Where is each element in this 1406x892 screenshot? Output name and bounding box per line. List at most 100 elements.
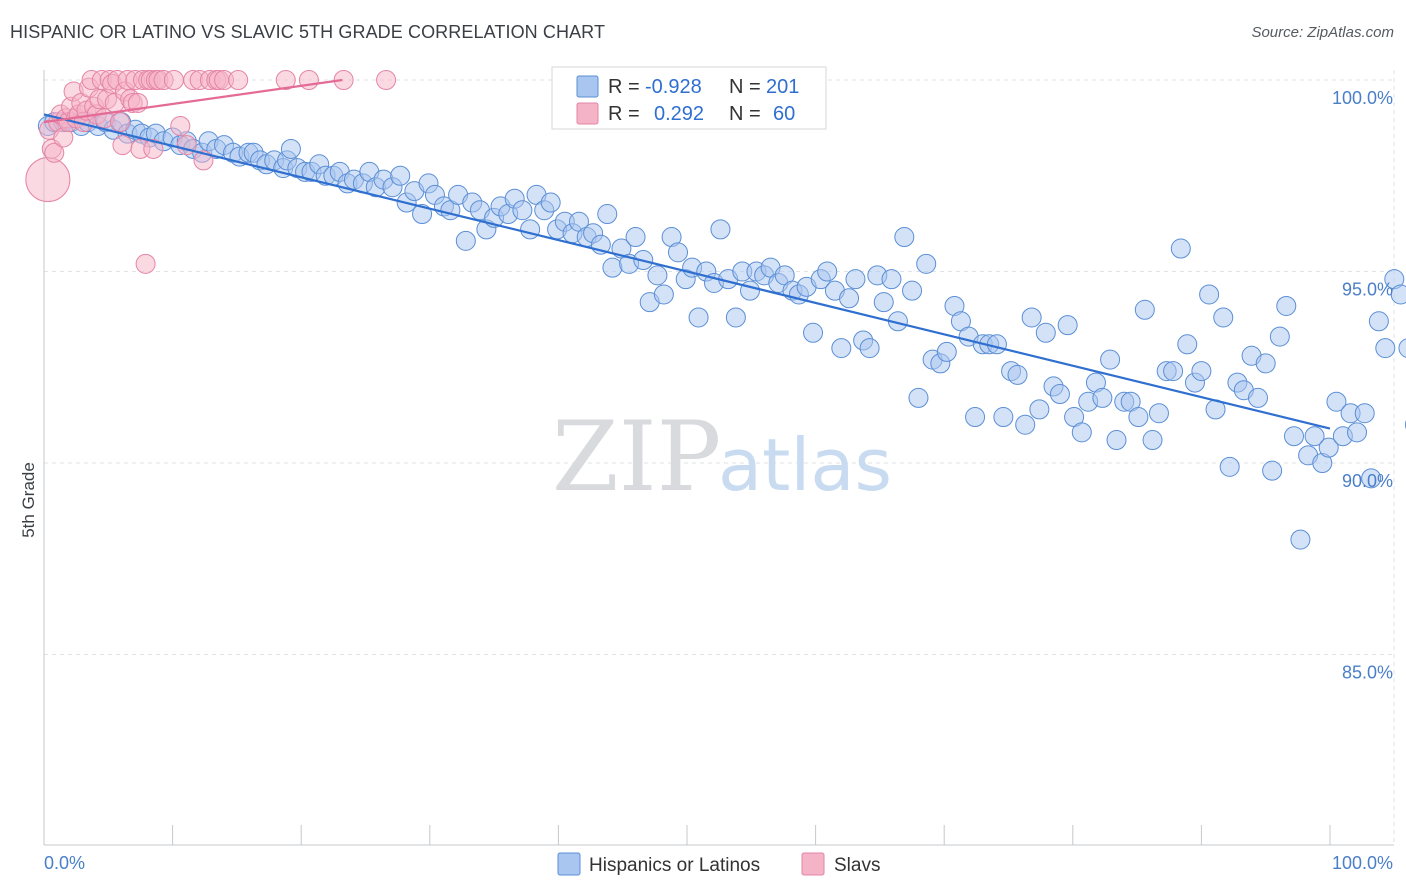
data-point xyxy=(1128,407,1149,428)
data-point xyxy=(740,280,761,301)
data-point xyxy=(1092,387,1113,408)
x-tick-label-0: 0.0% xyxy=(44,853,85,873)
legend-swatch-slavs xyxy=(576,102,599,125)
y-tick-labels: 100.0% 95.0% 90.0% 85.0% xyxy=(1332,88,1393,683)
data-point xyxy=(275,70,296,90)
watermark: ZIP atlas xyxy=(552,401,892,513)
data-point xyxy=(725,307,746,328)
data-point xyxy=(1347,422,1368,443)
data-point xyxy=(902,280,923,301)
data-point xyxy=(1148,403,1169,424)
data-point xyxy=(112,135,133,156)
data-point xyxy=(1318,437,1339,458)
legend-r-value-slavs: 0.292 xyxy=(654,103,704,125)
y-axis-label: 5th Grade xyxy=(19,462,38,538)
data-points xyxy=(25,70,1406,550)
data-point xyxy=(1035,322,1056,343)
data-point xyxy=(597,204,618,225)
data-point xyxy=(135,253,156,274)
series-legend-label-hispanic: Hispanics or Latinos xyxy=(589,855,760,876)
data-point xyxy=(916,253,937,274)
data-point xyxy=(1262,460,1283,481)
data-point xyxy=(280,138,301,159)
data-point xyxy=(936,341,957,362)
series-legend-swatch-slavs xyxy=(801,852,825,876)
data-point xyxy=(1134,299,1155,320)
data-point xyxy=(512,200,533,221)
data-point xyxy=(1100,349,1121,370)
legend-swatch-hispanic xyxy=(576,75,599,98)
data-point xyxy=(1170,238,1191,259)
data-point xyxy=(1219,456,1240,477)
data-point xyxy=(667,242,688,263)
data-point xyxy=(1276,295,1297,316)
data-point xyxy=(845,269,866,290)
data-point xyxy=(831,338,852,359)
data-point xyxy=(44,142,65,163)
data-point xyxy=(1015,414,1036,435)
data-point xyxy=(1071,422,1092,443)
data-point xyxy=(1269,326,1290,347)
data-point xyxy=(1390,284,1406,305)
legend-r-label-slavs: R = xyxy=(608,103,640,125)
y-tick-label-3: 85.0% xyxy=(1342,663,1393,683)
data-point xyxy=(1163,361,1184,382)
chart-title: HISPANIC OR LATINO VS SLAVIC 5TH GRADE C… xyxy=(10,22,606,42)
data-point xyxy=(333,70,354,90)
trend-line-hispanic xyxy=(43,113,1331,430)
legend-n-label-slavs: N = xyxy=(729,103,761,125)
data-point xyxy=(1375,338,1396,359)
data-point xyxy=(965,407,986,428)
legend-n-label-hispanic: N = xyxy=(729,76,761,98)
series-slavs-points xyxy=(25,70,397,274)
data-point xyxy=(1361,468,1382,489)
data-point xyxy=(873,292,894,313)
legend-n-value-hispanic: 201 xyxy=(766,76,799,98)
data-point xyxy=(143,138,164,159)
correlation-legend: R = -0.928 N = 201 R = 0.292 N = 60 xyxy=(551,66,827,130)
data-point xyxy=(1021,307,1042,328)
data-point xyxy=(1049,384,1070,405)
data-point xyxy=(647,265,668,286)
data-point xyxy=(1199,284,1220,305)
data-point xyxy=(540,192,561,213)
data-point xyxy=(412,204,433,225)
data-point xyxy=(228,70,249,90)
data-point xyxy=(1007,364,1028,385)
data-point xyxy=(1283,426,1304,447)
data-point xyxy=(455,230,476,251)
series-legend: Hispanics or Latinos Slavs xyxy=(557,852,880,876)
data-point xyxy=(894,227,915,248)
data-point xyxy=(390,165,411,186)
legend-n-value-slavs: 60 xyxy=(773,103,795,125)
data-point xyxy=(1255,353,1276,374)
data-point xyxy=(881,269,902,290)
data-point xyxy=(625,227,646,248)
data-point xyxy=(170,115,191,136)
data-point xyxy=(1029,399,1050,420)
data-point xyxy=(817,261,838,282)
data-point xyxy=(986,334,1007,355)
data-point xyxy=(1398,338,1406,358)
y-tick-label-1: 95.0% xyxy=(1342,280,1393,300)
data-point xyxy=(803,322,824,343)
x-tick-label-1: 100.0% xyxy=(1332,853,1393,873)
data-point xyxy=(520,219,541,240)
y-tick-label-2: 90.0% xyxy=(1342,471,1393,491)
source-label: Source: ZipAtlas.com xyxy=(1251,24,1394,41)
data-point xyxy=(376,70,397,90)
data-point xyxy=(1191,361,1212,382)
watermark-atlas: atlas xyxy=(718,423,892,507)
data-point xyxy=(163,70,184,90)
trend-lines xyxy=(43,78,1331,430)
data-point xyxy=(1057,315,1078,336)
y-tick-label-0: 100.0% xyxy=(1332,88,1393,108)
data-point xyxy=(688,307,709,328)
data-point xyxy=(1354,403,1375,424)
data-point xyxy=(1106,430,1127,451)
data-point xyxy=(859,338,880,359)
data-point xyxy=(1142,430,1163,451)
data-point xyxy=(993,407,1014,428)
data-point xyxy=(839,288,860,309)
